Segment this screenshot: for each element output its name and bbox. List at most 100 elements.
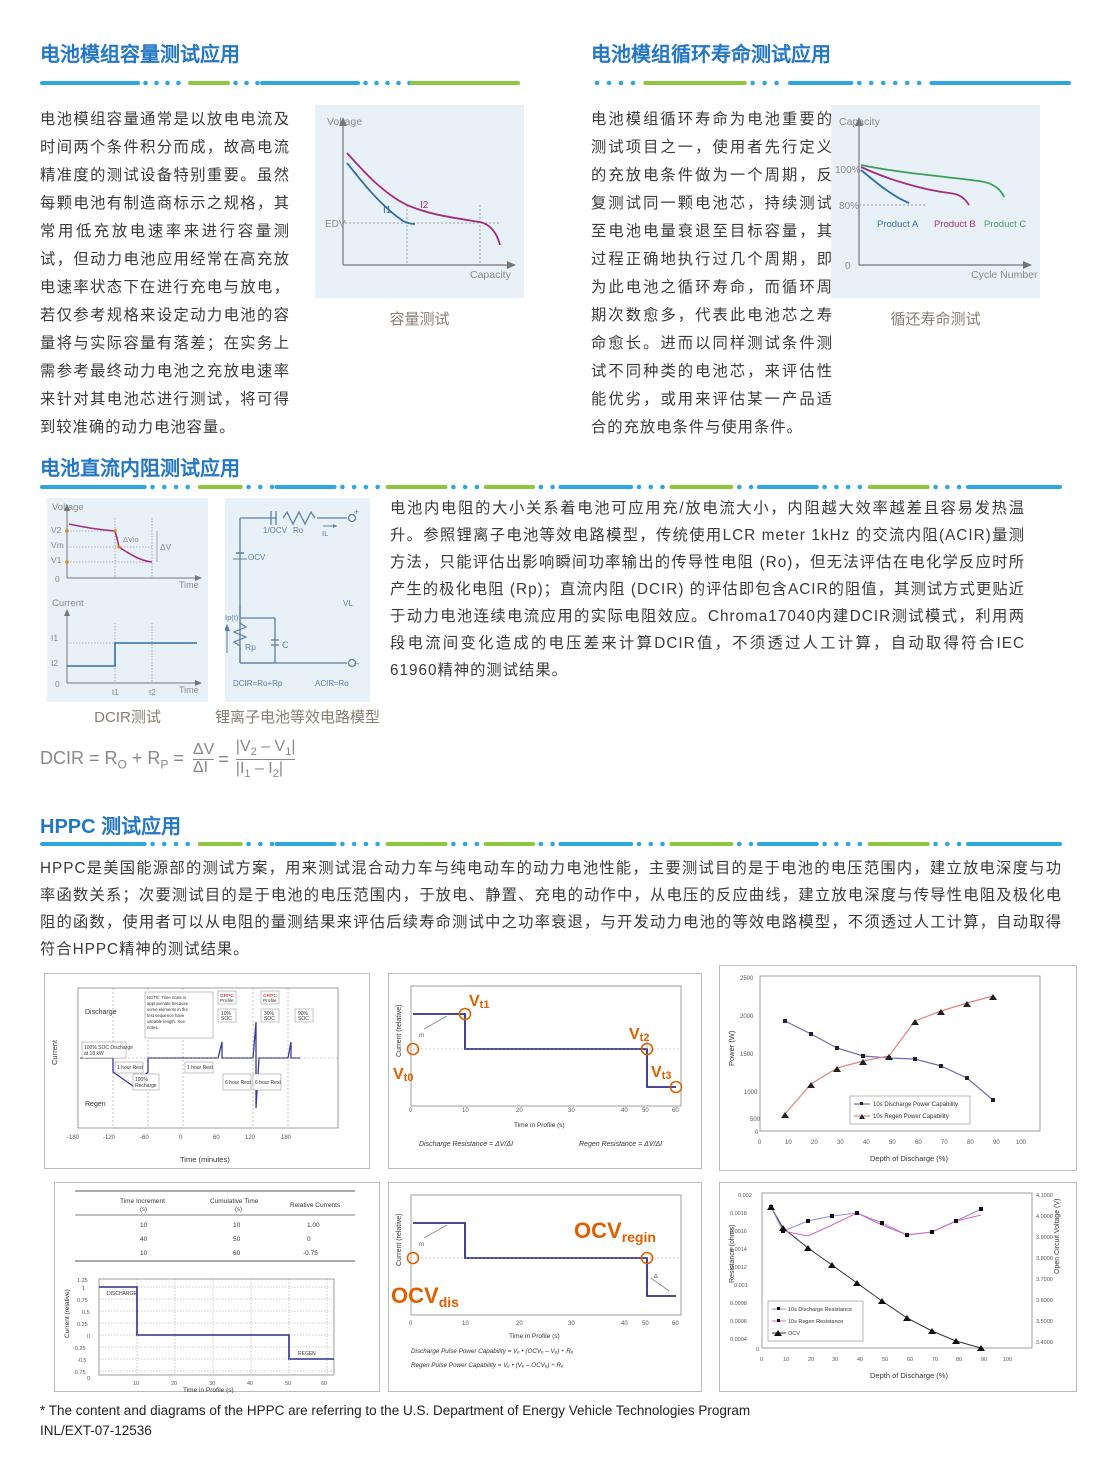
svg-text:1 hour Rest: 1 hour Rest [117,1065,143,1071]
svg-text:40: 40 [140,1236,148,1243]
svg-text:40: 40 [621,1108,628,1114]
svg-text:Time: Time [179,685,199,695]
svg-text:Rp: Rp [245,642,256,652]
svg-text:m: m [419,1033,424,1039]
svg-text:I1: I1 [383,205,392,216]
svg-text:120: 120 [245,1135,256,1141]
svg-text:Vt2: Vt2 [629,1026,649,1044]
svg-text:Discharge Pulse Power Capabili: Discharge Pulse Power Capability = Vₑ • … [411,1348,574,1355]
svg-text:0: 0 [55,574,60,584]
svg-text:Regen: Regen [85,1101,106,1108]
svg-text:10: 10 [233,1222,241,1229]
svg-text:3.8000: 3.8000 [1036,1256,1053,1262]
svg-text:10s Regen Power Capability: 10s Regen Power Capability [873,1114,949,1120]
svg-text:-0.25: -0.25 [73,1346,86,1352]
svg-text:Vt1: Vt1 [469,993,489,1011]
svg-text:1 hour Rest: 1 hour Rest [187,1065,213,1071]
svg-text:t1: t1 [112,688,119,697]
svg-text:0.0008: 0.0008 [730,1301,747,1307]
svg-text:Time Increment: Time Increment [120,1198,165,1205]
svg-text:0: 0 [55,679,60,689]
svg-text:2000: 2000 [740,1014,754,1020]
svg-text:Depth of Discharge (%): Depth of Discharge (%) [870,1154,948,1163]
svg-text:20: 20 [516,1321,523,1327]
svg-text:100: 100 [1016,1140,1027,1146]
svg-text:50: 50 [882,1357,888,1363]
svg-text:40: 40 [621,1321,628,1327]
svg-text:2500: 2500 [740,976,754,982]
svg-text:10: 10 [462,1321,469,1327]
svg-text:60: 60 [233,1250,241,1257]
svg-text:6 hour Rest: 6 hour Rest [255,1080,281,1086]
svg-text:1000: 1000 [744,1090,758,1096]
svg-text:6 hour Rest: 6 hour Rest [225,1080,251,1086]
svg-text:0: 0 [87,1334,90,1340]
svg-text:30: 30 [832,1357,838,1363]
svg-text:40: 40 [857,1357,863,1363]
svg-text:4.0000: 4.0000 [1036,1214,1053,1220]
svg-text:0: 0 [409,1321,413,1327]
svg-text:0.25: 0.25 [77,1322,88,1328]
svg-text:20: 20 [516,1108,523,1114]
svg-text:m: m [419,1242,424,1248]
svg-text:0: 0 [756,1347,759,1353]
svg-text:0: 0 [758,1140,762,1146]
svg-text:I1: I1 [51,633,58,643]
svg-text:V1: V1 [51,555,62,565]
svg-text:10: 10 [462,1108,469,1114]
svg-text:VL: VL [343,599,353,608]
svg-text:40: 40 [863,1140,870,1146]
svg-text:60: 60 [907,1357,913,1363]
svg-text:Regen Pulse Power Capability =: Regen Pulse Power Capability = Vₑ • (Vₑ … [411,1362,564,1369]
svg-text:Capacity: Capacity [470,269,512,281]
svg-text:Current (relative): Current (relative) [396,1004,403,1057]
svg-text:30: 30 [568,1108,575,1114]
svg-text:0: 0 [760,1357,763,1363]
svg-text:OCVregin: OCVregin [574,1218,656,1245]
svg-text:Profile: Profile [220,998,234,1004]
svg-text:Time: Time [179,580,199,590]
svg-text:10: 10 [785,1140,792,1146]
svg-text:Product A: Product A [877,219,919,230]
svg-text:Regen Resistance = ΔV/ΔI: Regen Resistance = ΔV/ΔI [579,1141,662,1148]
svg-text:test sequence have: test sequence have [147,1013,185,1018]
svg-text:Power (W): Power (W) [727,1030,736,1066]
svg-text:0.75: 0.75 [77,1298,88,1304]
svg-text:ΔV: ΔV [160,542,172,552]
svg-text:0.0006: 0.0006 [730,1319,747,1325]
svg-text:I2: I2 [420,200,429,211]
svg-text:notes.: notes. [147,1025,159,1030]
svg-text:180: 180 [281,1135,292,1141]
svg-text:DISCHARGE: DISCHARGE [107,1291,137,1297]
svg-text:10s Regen Resistance: 10s Regen Resistance [788,1319,843,1325]
svg-text:0.0018: 0.0018 [730,1211,747,1217]
svg-text:50: 50 [233,1236,241,1243]
svg-text:10: 10 [783,1357,789,1363]
svg-text:10s Discharge Power Capability: 10s Discharge Power Capability [873,1102,958,1108]
svg-text:Vt0: Vt0 [393,1066,413,1084]
svg-text:80: 80 [956,1357,962,1363]
svg-text:OCV: OCV [788,1331,800,1337]
svg-text:80%: 80% [839,201,859,212]
svg-text:0: 0 [179,1135,183,1141]
svg-text:0: 0 [845,261,851,272]
svg-text:3.9000: 3.9000 [1036,1235,1053,1241]
svg-text:100: 100 [1003,1357,1012,1363]
svg-text:30: 30 [568,1321,575,1327]
svg-text:50: 50 [642,1321,649,1327]
svg-text:20: 20 [171,1381,177,1387]
svg-text:60: 60 [213,1135,220,1141]
svg-text:ΔVio: ΔVio [123,535,139,544]
svg-text:NOTE: Time scale is: NOTE: Time scale is [147,995,186,1000]
svg-text:–: – [354,658,359,668]
svg-text:Cycle Number: Cycle Number [971,269,1038,281]
svg-text:90: 90 [993,1140,1000,1146]
svg-text:REGEN: REGEN [298,1351,316,1357]
svg-text:1: 1 [82,1286,85,1292]
svg-text:SOC: SOC [298,1016,309,1022]
svg-text:Current (relative): Current (relative) [396,1213,403,1266]
svg-text:30: 30 [209,1381,215,1387]
svg-text:at 18 kW: at 18 kW [84,1051,104,1057]
svg-text:10s Discharge Resistance: 10s Discharge Resistance [788,1307,852,1313]
svg-text:0.002: 0.002 [738,1193,752,1199]
